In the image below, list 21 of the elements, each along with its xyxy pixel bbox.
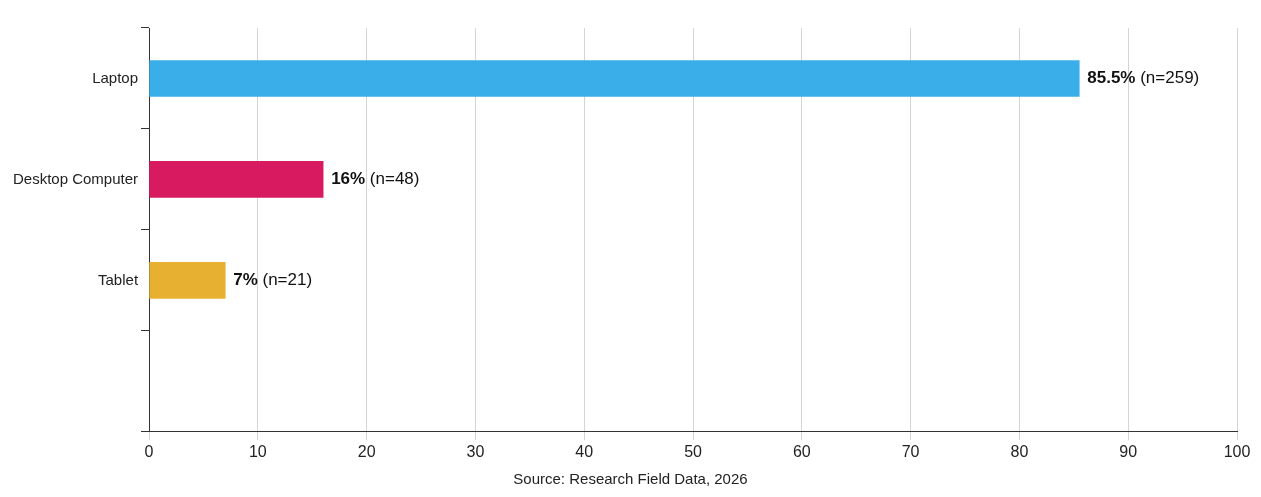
bar <box>149 161 324 198</box>
bar <box>149 60 1080 97</box>
data-label: 85.5% (n=259) <box>1087 68 1200 88</box>
data-label: 16% (n=48) <box>331 169 420 189</box>
bar <box>149 262 226 299</box>
data-label: 7% (n=21) <box>233 270 313 290</box>
x-tick-label: 80 <box>1010 442 1029 460</box>
x-tick-label: 90 <box>1119 442 1138 460</box>
x-tick-label: 30 <box>466 442 485 460</box>
x-tick-label: 40 <box>575 442 594 460</box>
x-tick-label: 50 <box>684 442 703 460</box>
x-tick-label: 100 <box>1223 442 1251 460</box>
x-tick-label: 20 <box>357 442 376 460</box>
x-tick-label: 0 <box>144 442 154 460</box>
x-tick-label: 70 <box>901 442 920 460</box>
x-tick-label: 10 <box>248 442 267 460</box>
y-tick-label: Laptop <box>92 68 139 86</box>
y-tick-label: Desktop Computer <box>12 169 139 187</box>
source-note: Source: Research Field Data, 2026 <box>512 470 749 487</box>
x-tick-label: 60 <box>792 442 811 460</box>
y-tick-label: Tablet <box>98 270 139 288</box>
